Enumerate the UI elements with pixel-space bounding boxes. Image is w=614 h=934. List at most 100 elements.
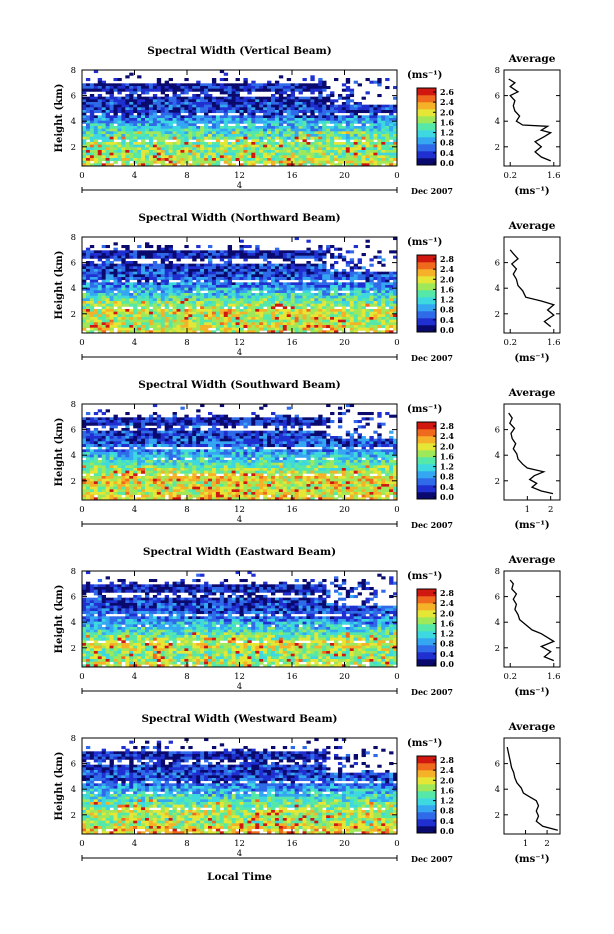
heatmap-cell <box>220 115 224 118</box>
heatmap-cell <box>385 274 389 277</box>
heatmap-cell <box>255 314 259 317</box>
heatmap-cell <box>102 314 106 317</box>
heatmap-cell <box>275 256 279 259</box>
heatmap-cell <box>240 274 244 277</box>
heatmap-cell <box>188 83 192 86</box>
heatmap-cell <box>228 317 232 320</box>
heatmap-cell <box>192 137 196 140</box>
heatmap-cell <box>318 272 322 275</box>
heatmap-cell <box>90 121 94 124</box>
heatmap-cell <box>125 417 129 420</box>
heatmap-cell <box>377 145 381 148</box>
heatmap-cell <box>295 306 299 309</box>
heatmap-cell <box>322 288 326 291</box>
heatmap-cell <box>240 145 244 148</box>
heatmap-cell <box>251 314 255 317</box>
heatmap-cell <box>188 296 192 299</box>
heatmap-cell <box>322 285 326 288</box>
heatmap-cell <box>161 105 165 108</box>
heatmap-cell <box>318 126 322 129</box>
heatmap-cell <box>306 161 310 164</box>
heatmap-cell <box>94 322 98 325</box>
heatmap-cell <box>117 288 121 291</box>
heatmap-cell <box>303 320 307 323</box>
heatmap-cell <box>366 158 370 161</box>
heatmap-cell <box>381 314 385 317</box>
heatmap-cell <box>373 129 377 132</box>
heatmap-cell <box>334 105 338 108</box>
heatmap-cell <box>318 97 322 100</box>
heatmap-cell <box>133 121 137 124</box>
heatmap-cell <box>232 320 236 323</box>
heatmap-cell <box>236 420 240 423</box>
heatmap-cell <box>216 118 220 121</box>
heatmap-cell <box>287 107 291 110</box>
heatmap-cell <box>169 417 173 420</box>
heatmap-cell <box>98 153 102 156</box>
heatmap-cell <box>184 78 188 81</box>
heatmap-cell <box>354 142 358 145</box>
heatmap-cell <box>267 147 271 150</box>
heatmap-cell <box>177 296 181 299</box>
heatmap-cell <box>165 102 169 105</box>
heatmap-cell <box>161 129 165 132</box>
heatmap-cell <box>180 277 184 280</box>
heatmap-cell <box>275 102 279 105</box>
heatmap-cell <box>255 266 259 269</box>
heatmap-cell <box>184 110 188 113</box>
heatmap-cell <box>125 134 129 137</box>
heatmap-cell <box>283 425 287 428</box>
heatmap-cell <box>275 425 279 428</box>
heatmap-cell <box>204 134 208 137</box>
heatmap-cell <box>243 161 247 164</box>
heatmap-cell <box>180 158 184 161</box>
heatmap-cell <box>212 131 216 134</box>
heatmap-cell <box>212 277 216 280</box>
heatmap-cell <box>389 272 393 275</box>
heatmap-cell <box>90 296 94 299</box>
heatmap-cell <box>200 102 204 105</box>
heatmap-cell <box>236 131 240 134</box>
heatmap-cell <box>287 407 291 410</box>
heatmap-cell <box>255 158 259 161</box>
heatmap-cell <box>177 134 181 137</box>
heatmap-cell <box>236 94 240 97</box>
heatmap-cell <box>204 296 208 299</box>
heatmap-cell <box>358 83 362 86</box>
heatmap-cell <box>106 277 110 280</box>
heatmap-cell <box>204 312 208 315</box>
heatmap-cell <box>208 129 212 132</box>
heatmap-cell <box>247 105 251 108</box>
heatmap-cell <box>334 320 338 323</box>
heatmap-cell <box>267 320 271 323</box>
heatmap-cell <box>295 309 299 312</box>
heatmap-cell <box>121 153 125 156</box>
heatmap-cell <box>251 306 255 309</box>
heatmap-cell <box>200 134 204 137</box>
heatmap-cell <box>86 250 90 253</box>
heatmap-cell <box>208 317 212 320</box>
heatmap-cell <box>232 266 236 269</box>
heatmap-cell <box>114 415 118 418</box>
heatmap-cell <box>350 304 354 307</box>
heatmap-cell <box>240 298 244 301</box>
heatmap-cell <box>334 285 338 288</box>
heatmap-cell <box>94 99 98 102</box>
heatmap-cell <box>220 288 224 291</box>
heatmap-cell <box>240 264 244 267</box>
heatmap-cell <box>366 423 370 426</box>
heatmap-cell <box>220 83 224 86</box>
heatmap-cell <box>279 269 283 272</box>
heatmap-cell <box>354 155 358 158</box>
heatmap-cell <box>145 245 149 248</box>
heatmap-cell <box>236 121 240 124</box>
heatmap-cell <box>389 322 393 325</box>
heatmap-cell <box>180 139 184 142</box>
heatmap-cell <box>141 97 145 100</box>
heatmap-cell <box>279 147 283 150</box>
heatmap-cell <box>338 412 342 415</box>
heatmap-cell <box>157 304 161 307</box>
heatmap-cell <box>224 155 228 158</box>
heatmap-cell <box>110 123 114 126</box>
heatmap-cell <box>263 89 267 92</box>
